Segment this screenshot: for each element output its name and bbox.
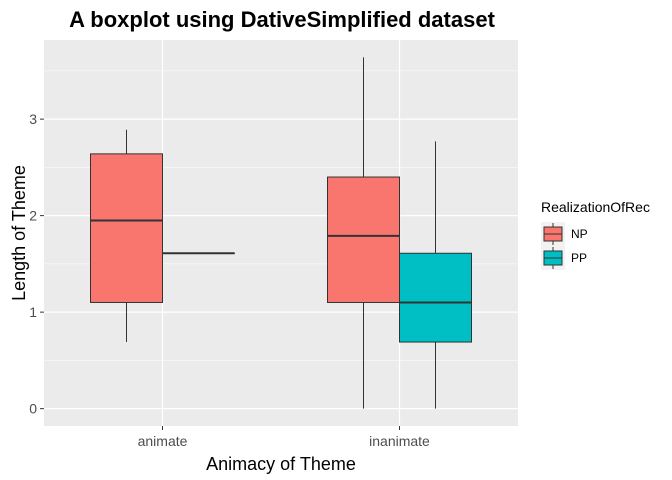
x-tick-label: inanimate [369, 433, 430, 449]
y-tick-label: 2 [29, 208, 37, 224]
y-tick-label: 0 [29, 401, 37, 417]
x-tick-label: animate [138, 433, 188, 449]
legend-label-pp: PP [571, 251, 587, 265]
boxes [90, 57, 472, 409]
x-axis: animate inanimate [138, 426, 430, 449]
legend-key-np [541, 222, 565, 246]
legend-key-pp [541, 246, 565, 270]
y-tick-label: 3 [29, 111, 37, 127]
box-body [90, 153, 163, 303]
box-pp-inanimate [399, 141, 472, 409]
box-body [327, 176, 400, 303]
chart-title: A boxplot using DativeSimplified dataset [69, 7, 495, 32]
y-axis: 0 1 2 3 [29, 111, 44, 417]
x-axis-title: Animacy of Theme [206, 454, 356, 474]
y-tick-label: 1 [29, 304, 37, 320]
legend-label-np: NP [571, 227, 588, 241]
box-np-animate [90, 129, 163, 343]
legend-title: RealizationOfRec [541, 199, 650, 215]
y-axis-title: Length of Theme [9, 165, 29, 301]
box-np-inanimate [327, 57, 400, 409]
legend: RealizationOfRec NP PP [541, 199, 650, 270]
box-body [399, 252, 472, 343]
